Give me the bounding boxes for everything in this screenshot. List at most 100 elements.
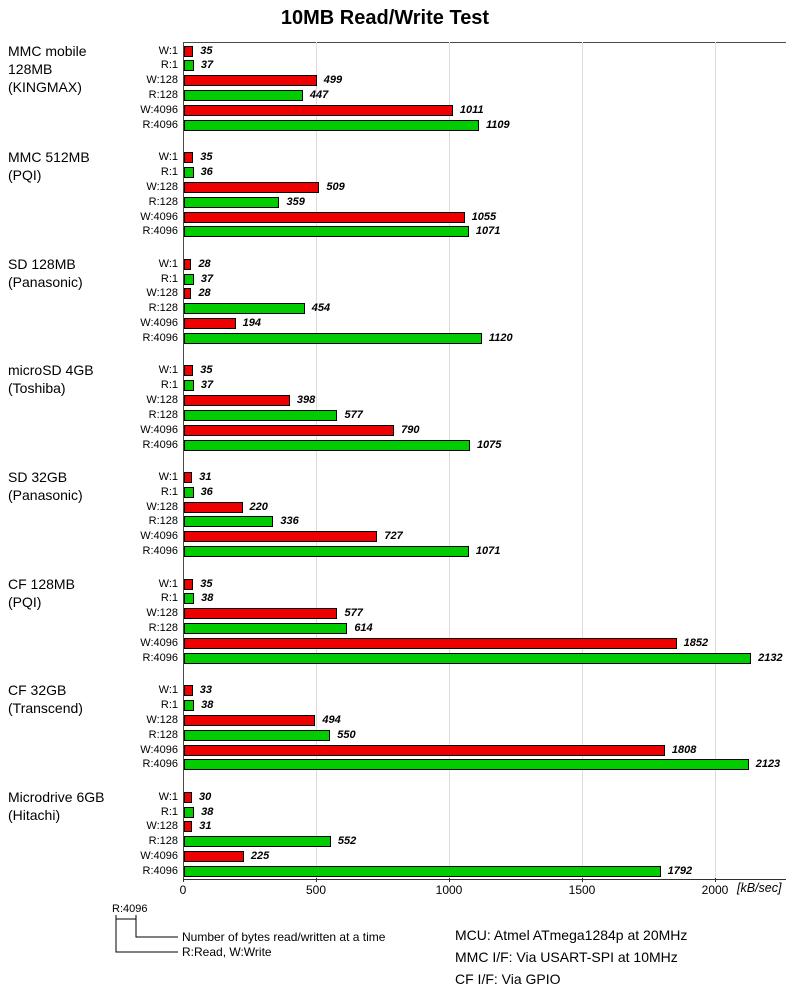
bar-read [184, 166, 194, 178]
bar-value-label: 577 [344, 607, 363, 620]
bar-row-label: W:1 [158, 470, 178, 483]
axis-tick [449, 878, 450, 882]
bar-value-label: 577 [344, 408, 363, 421]
group-label: SD 32GB (Panasonic) [8, 468, 83, 503]
bar-value-label: 550 [337, 728, 356, 741]
bar-row-label: W:4096 [140, 530, 178, 543]
bar-value-label: 194 [242, 317, 261, 330]
legend-note-bytes: Number of bytes read/written at a time [182, 930, 386, 944]
bar-write [184, 578, 194, 590]
bar-read [184, 593, 195, 605]
bar-row-label: R:1 [160, 805, 178, 818]
bar-write [184, 45, 194, 57]
bar-value-label: 36 [200, 165, 213, 178]
bar-row-label: R:4096 [142, 438, 178, 451]
bar-value-label: 1792 [667, 864, 693, 877]
bar-value-label: 509 [326, 180, 345, 193]
bar-row-label: R:128 [148, 195, 178, 208]
bar-read [184, 546, 469, 558]
bar-write [184, 395, 290, 406]
bar-value-label: 30 [198, 790, 212, 803]
bar-value-label: 220 [249, 500, 268, 513]
bar-row-label: R:128 [148, 89, 178, 102]
axis-tick-label: 1500 [568, 883, 596, 897]
bar-read [184, 439, 470, 451]
group-label: CF 32GB (Transcend) [8, 682, 83, 717]
bar-row-label: W:1 [158, 257, 178, 270]
bar-value-label: 1071 [475, 225, 501, 238]
bar-row-label: W:1 [158, 151, 178, 164]
bar-read [184, 486, 194, 498]
bar-row-label: R:128 [148, 728, 178, 741]
bar-value-label: 38 [201, 698, 214, 711]
bar-value-label: 727 [384, 530, 403, 543]
bar-row-label: W:4096 [140, 850, 178, 863]
bar-read [184, 60, 194, 72]
bar-row-label: W:1 [158, 364, 178, 377]
bar-value-label: 38 [201, 592, 214, 605]
bar-write [184, 75, 317, 87]
bar-row-label: W:4096 [140, 636, 178, 649]
bar-row-label: R:128 [148, 408, 178, 421]
bar-row-label: R:128 [148, 515, 178, 528]
axis-tick [715, 878, 716, 882]
group-label: CF 128MB (PQI) [8, 575, 75, 610]
bar-value-label: 37 [200, 379, 214, 392]
bar-write [184, 211, 465, 223]
bar-read [184, 759, 749, 771]
legend-connector-lines [115, 915, 178, 953]
bar-value-label: 336 [280, 515, 299, 528]
bar-row-label: R:4096 [142, 651, 178, 664]
bar-row-label: W:4096 [140, 103, 178, 116]
bar-row-label: R:1 [160, 698, 178, 711]
bar-read [184, 226, 469, 238]
bar-write [184, 318, 236, 330]
axis-unit-label: [kB/sec] [737, 881, 782, 895]
bar-value-label: 1120 [488, 331, 513, 344]
bar-write [184, 637, 677, 649]
bar-row-label: R:128 [148, 835, 178, 848]
bar-write [184, 608, 338, 620]
bar-row-label: W:4096 [140, 423, 178, 436]
bar-value-label: 31 [199, 470, 212, 483]
bar-row-label: R:1 [160, 485, 178, 498]
bar-row-label: R:4096 [142, 225, 178, 238]
bar-row-label: R:4096 [142, 758, 178, 771]
bar-value-label: 1055 [471, 210, 497, 223]
bar-read [184, 303, 305, 315]
axis-tick [582, 878, 583, 882]
bar-write [184, 714, 316, 726]
bar-value-label: 499 [323, 74, 343, 87]
bar-row-label: W:4096 [140, 317, 178, 330]
bar-row-label: R:4096 [142, 331, 178, 344]
bar-read [184, 699, 195, 711]
gridline [449, 42, 450, 878]
bar-write [184, 685, 193, 697]
legend-example-label: R:4096 [112, 903, 148, 915]
bar-row-label: W:1 [158, 684, 178, 697]
bar-read [184, 806, 195, 818]
group-label: MMC mobile 128MB (KINGMAX) [8, 42, 87, 95]
bar-row-label: W:128 [146, 74, 178, 87]
bar-read [184, 196, 280, 208]
bar-write [184, 744, 665, 756]
group-label: MMC 512MB (PQI) [8, 149, 90, 184]
axis-tick [316, 878, 317, 882]
bar-value-label: 28 [198, 287, 211, 300]
bar-value-label: 1075 [476, 438, 502, 451]
bar-write [184, 258, 192, 270]
bar-write [184, 851, 244, 863]
bar-value-label: 36 [200, 485, 213, 498]
bar-value-label: 552 [337, 835, 357, 848]
bar-value-label: 38 [201, 805, 214, 818]
axis-tick [183, 878, 184, 882]
bar-row-label: W:128 [146, 500, 178, 513]
bar-row-label: R:1 [160, 379, 178, 392]
bar-value-label: 1011 [459, 103, 484, 116]
footer-mmc-if: MMC I/F: Via USART-SPI at 10MHz [455, 949, 678, 965]
axis-tick-label: 2000 [701, 883, 729, 897]
bar-value-label: 2132 [758, 651, 783, 664]
bar-read [184, 380, 194, 392]
bar-write [184, 181, 320, 193]
bar-read [184, 836, 331, 848]
